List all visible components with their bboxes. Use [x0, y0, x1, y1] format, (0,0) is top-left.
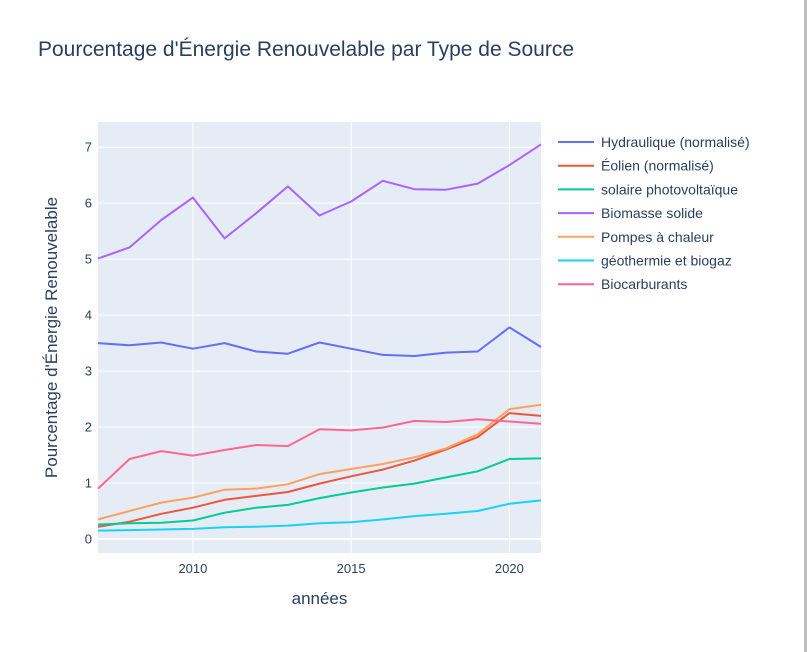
legend: Hydraulique (normalisé) Éolien (normalisé…	[558, 134, 750, 292]
y-tick-label: 2	[85, 420, 92, 435]
y-tick-label: 6	[85, 196, 92, 211]
legend-entry: Éolien (normalisé)	[601, 158, 714, 174]
y-tick-label: 7	[85, 140, 92, 155]
x-tick-label: 2010	[178, 561, 207, 576]
y-axis-title: Pourcentage d'Énergie Renouvelable	[42, 197, 61, 478]
x-tick-label: 2020	[495, 561, 524, 576]
window-edge	[804, 0, 807, 652]
series-line-5	[97, 403, 542, 521]
y-tick-label: 0	[85, 532, 92, 547]
x-tick-label: 2015	[337, 561, 366, 576]
legend-entry: Biocarburants	[601, 276, 687, 292]
legend-entry: Pompes à chaleur	[601, 229, 714, 245]
series-line-4	[97, 143, 542, 260]
y-tick-label: 1	[85, 476, 92, 491]
legend-entry: solaire photovoltaïque	[601, 181, 738, 197]
legend-entry: Hydraulique (normalisé)	[601, 134, 750, 150]
series-line-7	[97, 418, 542, 490]
y-tick-label: 4	[85, 308, 92, 323]
y-tick-label: 5	[85, 252, 92, 267]
series-line-2	[97, 412, 542, 528]
chart-title: Pourcentage d'Énergie Renouvelable par T…	[38, 38, 574, 61]
series-line-1	[97, 326, 542, 357]
grid-lines	[98, 122, 541, 553]
legend-entry: Biomasse solide	[601, 205, 703, 221]
series-line-6	[97, 499, 542, 532]
series-lines	[97, 143, 542, 532]
plot-area	[98, 122, 541, 553]
tick-labels: 0 1 2 3 4 5 6 7 2010 2015 2020	[85, 140, 524, 576]
x-axis-title: années	[292, 589, 348, 608]
y-tick-label: 3	[85, 364, 92, 379]
legend-entry: géothermie et biogaz	[601, 253, 732, 269]
series-line-3	[97, 457, 542, 526]
